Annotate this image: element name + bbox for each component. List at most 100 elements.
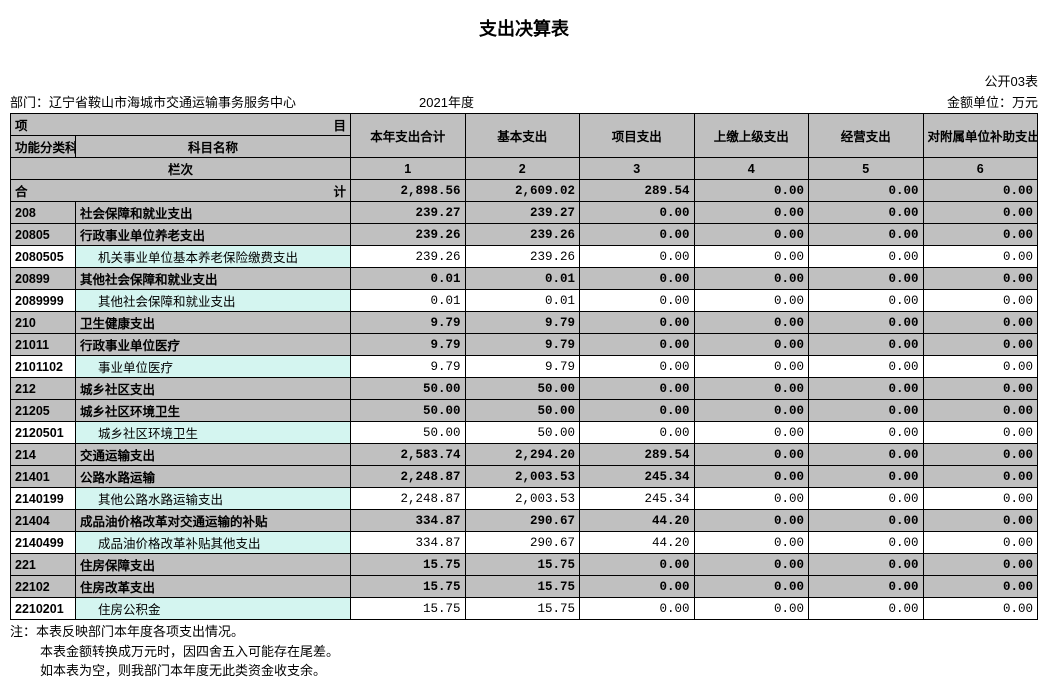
cell-code: 2210201 — [11, 598, 76, 620]
cell-value: 9.79 — [465, 334, 580, 356]
cell-value: 0.00 — [809, 444, 924, 466]
col-project: 项目支出 — [580, 114, 695, 158]
cell-code: 21401 — [11, 466, 76, 488]
cell-value: 0.00 — [694, 510, 809, 532]
cell-value: 0.00 — [694, 422, 809, 444]
table-row: 212城乡社区支出50.0050.000.000.000.000.00 — [11, 378, 1038, 400]
cell-value: 0.00 — [580, 576, 695, 598]
cell-value: 0.00 — [694, 466, 809, 488]
cell-value: 0.00 — [694, 378, 809, 400]
meta-main-row: 部门：辽宁省鞍山市海城市交通运输事务服务中心 2021年度 金额单位：万元 — [10, 92, 1038, 111]
cell-value: 15.75 — [351, 598, 466, 620]
cell-value: 0.00 — [923, 444, 1038, 466]
cell-name: 卫生健康支出 — [76, 312, 351, 334]
table-row: 21401公路水路运输2,248.872,003.53245.340.000.0… — [11, 466, 1038, 488]
cell-value: 0.00 — [809, 290, 924, 312]
table-row: 2140499成品油价格改革补贴其他支出334.87290.6744.200.0… — [11, 532, 1038, 554]
lane-2: 2 — [465, 158, 580, 180]
cell-value: 0.00 — [809, 576, 924, 598]
cell-name: 其他社会保障和就业支出 — [76, 290, 351, 312]
cell-code: 21011 — [11, 334, 76, 356]
cell-value: 0.00 — [923, 356, 1038, 378]
cell-value: 0.00 — [694, 268, 809, 290]
meta-form-row: 公开03表 — [10, 71, 1038, 90]
cell-value: 0.01 — [351, 290, 466, 312]
cell-value: 0.00 — [694, 224, 809, 246]
cell-value: 0.00 — [923, 554, 1038, 576]
cell-value: 239.26 — [351, 246, 466, 268]
cell-value: 0.00 — [923, 312, 1038, 334]
lane-1: 1 — [351, 158, 466, 180]
cell-value: 0.00 — [923, 334, 1038, 356]
cell-value: 245.34 — [580, 488, 695, 510]
cell-value: 289.54 — [580, 444, 695, 466]
cell-value: 2,248.87 — [351, 488, 466, 510]
cell-value: 289.54 — [580, 180, 695, 202]
cell-value: 0.00 — [923, 532, 1038, 554]
table-row: 208社会保障和就业支出239.27239.270.000.000.000.00 — [11, 202, 1038, 224]
cell-value: 2,248.87 — [351, 466, 466, 488]
cell-value: 0.00 — [923, 224, 1038, 246]
cell-name: 社会保障和就业支出 — [76, 202, 351, 224]
cell-name: 机关事业单位基本养老保险缴费支出 — [76, 246, 351, 268]
cell-value: 0.00 — [809, 246, 924, 268]
cell-value: 0.00 — [580, 246, 695, 268]
cell-value: 0.00 — [923, 598, 1038, 620]
cell-code: 2140499 — [11, 532, 76, 554]
cell-name: 交通运输支出 — [76, 444, 351, 466]
cell-code: 21205 — [11, 400, 76, 422]
cell-code: 22102 — [11, 576, 76, 598]
cell-value: 0.00 — [580, 400, 695, 422]
cell-value: 0.00 — [694, 356, 809, 378]
notes-block: 注：本表反映部门本年度各项支出情况。 本表金额转换成万元时，因四舍五入可能存在尾… — [10, 622, 1038, 681]
cell-value: 0.00 — [694, 444, 809, 466]
item-label-left: 项 — [15, 115, 28, 134]
cell-value: 2,609.02 — [465, 180, 580, 202]
table-row: 214交通运输支出2,583.742,294.20289.540.000.000… — [11, 444, 1038, 466]
cell-value: 0.00 — [923, 268, 1038, 290]
cell-value: 0.00 — [694, 400, 809, 422]
cell-value: 0.00 — [809, 466, 924, 488]
cell-name: 城乡社区环境卫生 — [76, 400, 351, 422]
page-title: 支出决算表 — [10, 15, 1038, 41]
col-total: 本年支出合计 — [351, 114, 466, 158]
cell-value: 0.01 — [351, 268, 466, 290]
cell-value: 50.00 — [465, 378, 580, 400]
col-upper: 上缴上级支出 — [694, 114, 809, 158]
table-row: 2101102事业单位医疗9.799.790.000.000.000.00 — [11, 356, 1038, 378]
cell-value: 0.00 — [809, 400, 924, 422]
cell-name: 行政事业单位医疗 — [76, 334, 351, 356]
cell-value: 0.00 — [694, 246, 809, 268]
cell-value: 44.20 — [580, 510, 695, 532]
cell-value: 0.00 — [809, 510, 924, 532]
expenditure-table: 项 目 本年支出合计 基本支出 项目支出 上缴上级支出 经营支出 对附属单位补助… — [10, 113, 1038, 620]
table-row: 21404成品油价格改革对交通运输的补贴334.87290.6744.200.0… — [11, 510, 1038, 532]
cell-value: 0.00 — [809, 224, 924, 246]
cell-value: 0.00 — [923, 180, 1038, 202]
cell-value: 334.87 — [351, 532, 466, 554]
cell-value: 290.67 — [465, 510, 580, 532]
table-row: 21205城乡社区环境卫生50.0050.000.000.000.000.00 — [11, 400, 1038, 422]
cell-value: 0.00 — [580, 224, 695, 246]
cell-value: 245.34 — [580, 466, 695, 488]
col-code: 功能分类科目编码 — [11, 136, 76, 158]
table-row: 22102住房改革支出15.7515.750.000.000.000.00 — [11, 576, 1038, 598]
cell-name: 公路水路运输 — [76, 466, 351, 488]
lane-4: 4 — [694, 158, 809, 180]
cell-value: 15.75 — [465, 576, 580, 598]
cell-value: 44.20 — [580, 532, 695, 554]
lane-label: 栏次 — [11, 158, 351, 180]
cell-value: 0.00 — [580, 356, 695, 378]
table-row: 210卫生健康支出9.799.790.000.000.000.00 — [11, 312, 1038, 334]
cell-value: 0.00 — [809, 378, 924, 400]
cell-value: 0.00 — [923, 576, 1038, 598]
cell-name: 住房改革支出 — [76, 576, 351, 598]
cell-value: 0.00 — [580, 422, 695, 444]
unit-label: 金额单位：万元 — [947, 92, 1038, 111]
cell-value: 239.27 — [465, 202, 580, 224]
lane-3: 3 — [580, 158, 695, 180]
cell-value: 0.00 — [923, 246, 1038, 268]
table-row: 2080505机关事业单位基本养老保险缴费支出239.26239.260.000… — [11, 246, 1038, 268]
cell-value: 0.00 — [809, 334, 924, 356]
note-1: 注：本表反映部门本年度各项支出情况。 — [10, 622, 1038, 642]
